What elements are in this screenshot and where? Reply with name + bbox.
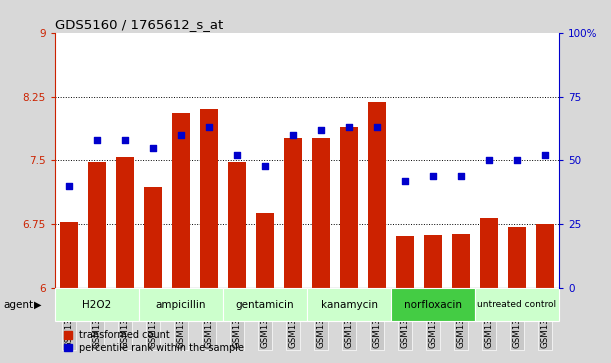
Bar	[60, 222, 78, 288]
Point	[176, 132, 186, 138]
Text: gentamicin: gentamicin	[236, 300, 295, 310]
Bar	[396, 236, 414, 288]
Bar	[172, 113, 190, 288]
Bar	[116, 157, 134, 288]
Text: untreated control: untreated control	[477, 300, 557, 309]
Bar	[88, 162, 106, 288]
Bar	[312, 138, 330, 288]
FancyBboxPatch shape	[55, 288, 139, 322]
Bar	[480, 219, 498, 288]
Point	[456, 173, 466, 179]
Point	[512, 158, 522, 163]
Bar	[340, 127, 358, 288]
Point	[540, 152, 550, 158]
Bar	[508, 227, 526, 288]
Bar	[144, 187, 162, 288]
FancyBboxPatch shape	[391, 288, 475, 322]
Point	[92, 137, 102, 143]
Point	[400, 178, 410, 184]
Text: ampicillin: ampicillin	[156, 300, 207, 310]
Text: H2O2: H2O2	[82, 300, 112, 310]
FancyBboxPatch shape	[223, 288, 307, 322]
Bar	[200, 109, 218, 288]
Point	[260, 163, 270, 168]
Bar	[284, 138, 302, 288]
Point	[344, 124, 354, 130]
Point	[64, 183, 74, 189]
Legend: transformed count, percentile rank within the sample: transformed count, percentile rank withi…	[60, 326, 248, 357]
Point	[428, 173, 438, 179]
Text: GDS5160 / 1765612_s_at: GDS5160 / 1765612_s_at	[55, 19, 223, 32]
Bar	[452, 234, 470, 288]
Text: ▶: ▶	[34, 300, 41, 310]
Point	[232, 152, 242, 158]
Point	[288, 132, 298, 138]
Point	[316, 127, 326, 133]
Bar	[368, 102, 386, 288]
Bar	[536, 224, 554, 288]
Bar	[228, 162, 246, 288]
Point	[204, 124, 214, 130]
Bar	[256, 213, 274, 288]
Text: norfloxacin: norfloxacin	[404, 300, 462, 310]
FancyBboxPatch shape	[139, 288, 223, 322]
Bar	[424, 234, 442, 288]
Text: agent: agent	[3, 300, 33, 310]
Point	[120, 137, 130, 143]
FancyBboxPatch shape	[475, 288, 559, 322]
Point	[148, 145, 158, 151]
FancyBboxPatch shape	[307, 288, 391, 322]
Point	[372, 124, 382, 130]
Point	[484, 158, 494, 163]
Text: kanamycin: kanamycin	[321, 300, 378, 310]
